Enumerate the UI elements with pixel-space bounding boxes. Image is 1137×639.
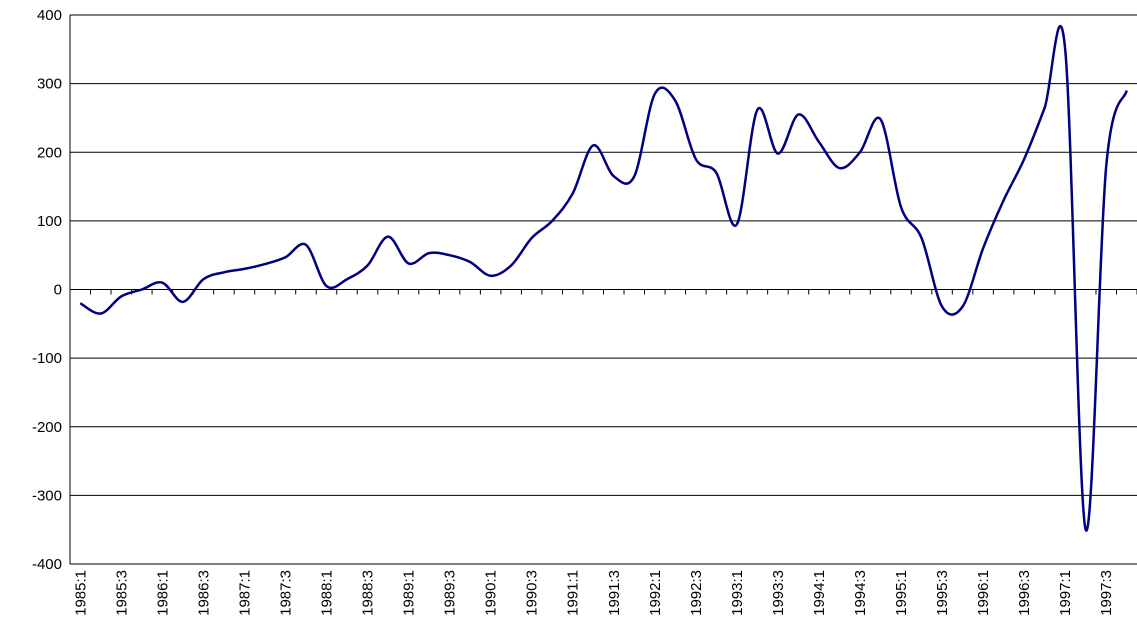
x-tick-label: 1991:1 [565,570,582,616]
x-tick-label: 1997:3 [1098,570,1115,616]
x-tick-label: 1989:1 [401,570,418,616]
x-tick-label: 1988:1 [318,570,335,616]
x-tick-label: 1995:3 [934,570,951,616]
y-tick-label: 300 [37,76,62,93]
x-tick-label: 1995:1 [893,570,910,616]
y-tick-label: 200 [37,144,62,161]
x-tick-label: 1996:1 [975,570,992,616]
y-tick-label: 0 [54,282,62,299]
x-tick-label: 1990:3 [524,570,541,616]
y-tick-label: 100 [37,213,62,230]
y-tick-label: -400 [32,556,62,573]
line-series [79,25,1128,532]
x-tick-label: 1993:1 [729,570,746,616]
x-tick-label: 1994:3 [852,570,869,616]
x-tick-label: 1993:3 [770,570,787,616]
x-tick-label: 1985:3 [113,570,130,616]
y-tick-label: -100 [32,350,62,367]
y-tick-label: -300 [32,487,62,504]
x-tick-label: 1990:1 [483,570,500,616]
x-tick-label: 1991:3 [606,570,623,616]
x-tick-label: 1992:3 [688,570,705,616]
x-tick-label: 1985:1 [72,570,89,616]
x-tick-label: 1988:3 [360,570,377,616]
x-tick-label: 1994:1 [811,570,828,616]
x-tick-label: 1986:3 [195,570,212,616]
x-tick-label: 1997:1 [1057,570,1074,616]
x-tick-label: 1996:3 [1016,570,1033,616]
x-tick-label: 1987:1 [236,570,253,616]
y-tick-label: 400 [37,7,62,24]
x-tick-label: 1992:1 [647,570,664,616]
x-tick-label: 1989:3 [442,570,459,616]
x-tick-label: 1987:3 [277,570,294,616]
x-tick-label: 1986:1 [154,570,171,616]
y-tick-label: -200 [32,419,62,436]
